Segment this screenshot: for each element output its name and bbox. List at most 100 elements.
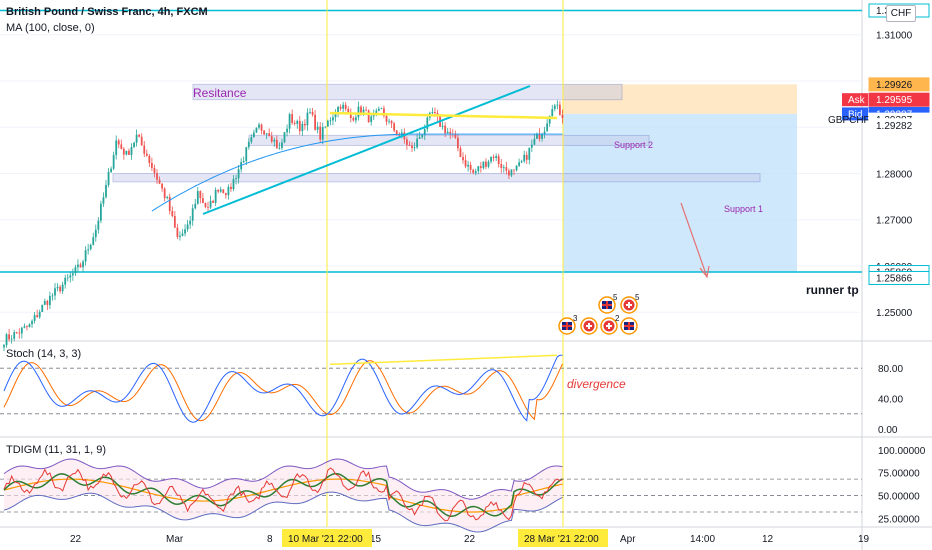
event-count-badge: 2: [615, 314, 620, 323]
candle-body: [161, 183, 163, 189]
time-highlight-2: [518, 529, 608, 547]
candle-body: [120, 144, 123, 149]
tdigm-mid-line: [3, 478, 563, 513]
candle-body: [230, 186, 232, 190]
economic-event-icon[interactable]: [620, 317, 638, 335]
candle-body: [247, 141, 250, 148]
currency-button[interactable]: CHF: [886, 5, 916, 22]
candle-body: [41, 304, 44, 312]
candle-body: [416, 138, 418, 148]
candle-body: [122, 148, 125, 155]
candle-body: [477, 166, 480, 172]
candle-body: [171, 210, 174, 217]
tdigm-axis-tick: 50.00000: [878, 492, 920, 503]
swiss-flag-cross: [628, 302, 630, 308]
candle-body: [79, 264, 82, 268]
runner-tp-annotation: runner tp: [806, 283, 859, 297]
candle-body: [107, 171, 110, 186]
candle-body: [281, 142, 283, 148]
candle-body: [375, 110, 378, 115]
candle-body: [390, 120, 393, 124]
stoch-label[interactable]: Stoch (14, 3, 3): [6, 348, 82, 360]
candle-body: [222, 189, 225, 194]
stoch-axis-tick: 80.00: [878, 364, 903, 375]
candle-body: [232, 179, 235, 190]
candle-body: [326, 120, 329, 127]
candle-body: [89, 244, 92, 250]
economic-event-icon[interactable]: [558, 317, 576, 335]
candle-body: [393, 123, 396, 131]
candle-body: [224, 193, 227, 196]
tdigm-rsi-line: [3, 467, 563, 522]
candle-body: [43, 300, 46, 305]
candle-body: [546, 123, 549, 132]
candle-body: [421, 134, 424, 138]
candle-body: [64, 277, 67, 285]
support2-annotation: Support 2: [614, 140, 653, 150]
time-axis-label: Mar: [166, 534, 184, 545]
candle-body: [309, 111, 311, 113]
economic-event-icon[interactable]: [620, 296, 638, 314]
candle-body: [314, 114, 316, 130]
support2-zone: [248, 134, 650, 146]
candle-body: [148, 155, 151, 163]
resistance-zone: [192, 83, 623, 101]
ma-indicator-label[interactable]: MA (100, close, 0): [6, 22, 95, 34]
price-badge: [868, 77, 930, 92]
candle-body: [388, 120, 390, 122]
ascending-trendline: [202, 85, 531, 215]
candle-body: [474, 171, 477, 173]
target-arrow-head: [699, 265, 710, 279]
tdigm-axis-tick: 100.00000: [878, 446, 926, 457]
price-axis-tick: 1.25000: [876, 308, 913, 319]
candle-body: [395, 130, 398, 135]
candle-body: [94, 229, 97, 238]
candle-body: [135, 134, 138, 143]
candle-body: [434, 111, 436, 114]
candle-body: [156, 173, 158, 180]
price-axis-tick: 1.31000: [876, 31, 913, 42]
candle-body: [102, 197, 105, 204]
candle-body: [23, 326, 26, 328]
economic-event-icon[interactable]: [598, 296, 616, 314]
economic-event-icon[interactable]: [600, 317, 618, 335]
time-highlight-1: [282, 529, 372, 547]
candle-body: [296, 120, 299, 124]
stoch-k-line: [3, 354, 563, 423]
divergence-line: [329, 354, 558, 366]
candle-body: [487, 161, 490, 167]
candle-body: [520, 161, 523, 163]
candle-body: [513, 169, 515, 171]
price-badge: [868, 270, 930, 285]
candle-body: [372, 114, 375, 117]
price-badge-tag: [842, 93, 868, 107]
candle-body: [502, 167, 505, 169]
candle-body: [186, 224, 189, 230]
candle-body: [117, 140, 120, 145]
candle-body: [464, 160, 467, 167]
candle-body: [472, 169, 475, 173]
candle-body: [383, 108, 385, 116]
stoch-axis-tick: 40.00: [878, 395, 903, 406]
candle-body: [431, 111, 434, 113]
candle-body: [408, 144, 411, 146]
candle-body: [406, 139, 408, 145]
candle-body: [561, 114, 564, 118]
candle-body: [20, 327, 23, 334]
tdigm-label[interactable]: TDIGM (11, 31, 1, 9): [6, 444, 107, 456]
candle-body: [204, 202, 207, 207]
economic-event-icon[interactable]: [580, 317, 598, 335]
tdigm-axis-tick: 25.00000: [878, 514, 920, 525]
candle-body: [245, 147, 248, 161]
candle-body: [515, 165, 518, 171]
candle-body: [482, 161, 485, 168]
candle-body: [528, 147, 531, 160]
ma-100-line: [151, 133, 563, 212]
price-badge-value: 1.29595: [876, 95, 913, 106]
candle-body: [151, 162, 153, 168]
time-axis-label: 12: [762, 534, 774, 545]
tdigm-band: [4, 458, 563, 532]
candle-body: [543, 131, 546, 135]
candle-body: [556, 104, 559, 106]
